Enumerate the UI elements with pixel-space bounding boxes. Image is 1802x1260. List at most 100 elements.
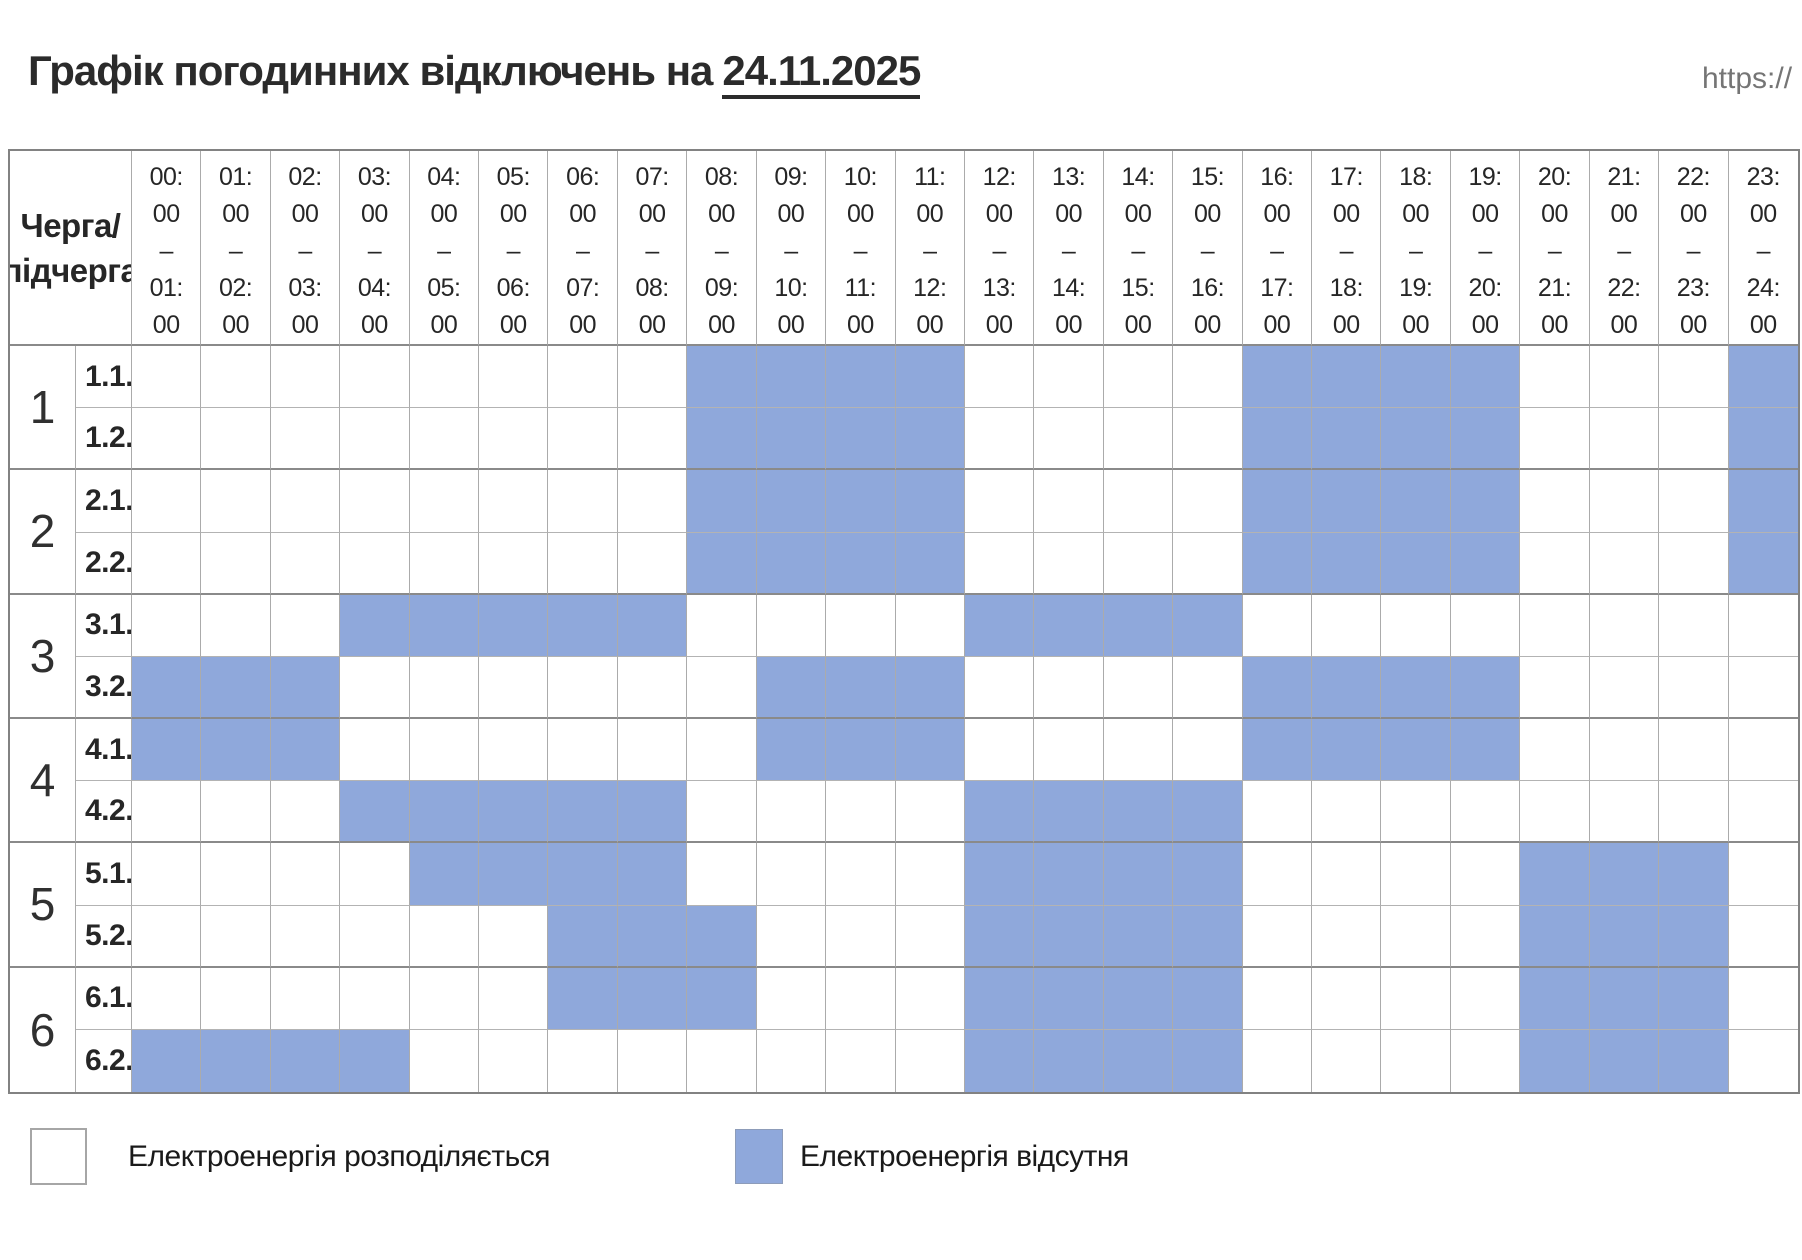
- schedule-cell: [270, 905, 341, 968]
- schedule-cell: [1520, 594, 1590, 657]
- schedule-cell: [1659, 532, 1729, 595]
- schedule-cell: [964, 532, 1035, 595]
- schedule-cell: [826, 532, 896, 595]
- queue-number-cell: 2: [10, 470, 76, 595]
- schedule-cell: [1520, 346, 1590, 409]
- schedule-cell: [617, 781, 688, 844]
- schedule-cell: [410, 1029, 480, 1092]
- schedule-cell: [270, 594, 341, 657]
- schedule-cell: [340, 719, 410, 782]
- schedule-cell: [1450, 781, 1521, 844]
- schedule-cell: [1312, 656, 1382, 719]
- schedule-cell: [1659, 408, 1729, 471]
- schedule-cell: [132, 905, 202, 968]
- url-text: https://: [1702, 62, 1793, 95]
- schedule-cell: [1728, 595, 1798, 657]
- schedule-cell: [617, 905, 688, 968]
- schedule-cell: [687, 719, 757, 782]
- schedule-cell: [1034, 781, 1104, 844]
- schedule-cell: [826, 594, 896, 657]
- schedule-cell: [1450, 470, 1521, 533]
- schedule-cell: [1450, 905, 1521, 968]
- schedule-cell: [1450, 594, 1521, 657]
- schedule-cell: [687, 905, 757, 968]
- schedule-cell: [479, 408, 549, 471]
- subqueue-label: 6.1.: [85, 981, 132, 1015]
- schedule-cell: [132, 719, 202, 782]
- schedule-cell: [964, 470, 1035, 533]
- subqueue-label: 5.2.: [85, 918, 132, 952]
- schedule-cell: [132, 781, 202, 844]
- title-text: Графік погодинних відключень на: [28, 47, 713, 94]
- hour-header: 02: 00–03: 00: [270, 151, 341, 346]
- schedule-cell: [1589, 719, 1660, 782]
- schedule-cell: [1659, 594, 1729, 657]
- schedule-cell: [1589, 1029, 1660, 1092]
- schedule-cell: [1381, 781, 1451, 844]
- schedule-cell: [964, 781, 1035, 844]
- schedule-cell: [1243, 1029, 1313, 1092]
- schedule-cell: [1520, 1029, 1590, 1092]
- hour-header: 14: 00–15: 00: [1103, 151, 1174, 346]
- schedule-cell: [340, 843, 410, 906]
- schedule-cell: [270, 719, 341, 782]
- subqueue-label: 1.2.: [85, 421, 132, 455]
- schedule-cell: [1659, 346, 1729, 409]
- queue-number: 4: [29, 754, 56, 807]
- schedule-cell: [479, 905, 549, 968]
- schedule-cell: [687, 346, 757, 409]
- schedule-cell: [1659, 1029, 1729, 1092]
- schedule-cell: [409, 843, 480, 906]
- schedule-cell: [1312, 1029, 1382, 1092]
- schedule-cell: [756, 408, 827, 471]
- schedule-cell: [1242, 905, 1313, 968]
- schedule-cell: [340, 408, 410, 471]
- hour-header: 22: 00–23: 00: [1659, 151, 1729, 346]
- subqueue-label: 1.1.: [85, 359, 132, 393]
- subqueue-label: 6.2.: [85, 1043, 132, 1077]
- hour-header: 00: 00–01: 00: [132, 151, 202, 346]
- schedule-cell: [1312, 843, 1382, 906]
- schedule-cell: [756, 905, 827, 968]
- schedule-cell: [132, 594, 202, 657]
- schedule-cell: [1034, 346, 1104, 409]
- schedule-cell: [1659, 719, 1729, 782]
- hour-header: 04: 00–05: 00: [409, 151, 480, 346]
- hour-header: 03: 00–04: 00: [340, 151, 410, 346]
- schedule-cell: [340, 967, 410, 1030]
- schedule-cell: [340, 905, 410, 968]
- schedule-cell: [479, 719, 549, 782]
- schedule-cell: [1728, 968, 1798, 1030]
- schedule-cell: [132, 408, 202, 471]
- schedule-cell: [548, 470, 618, 533]
- schedule-cell: [1381, 656, 1451, 719]
- schedule-cell: [479, 967, 549, 1030]
- schedule-cell: [132, 656, 202, 719]
- schedule-cell: [1034, 967, 1104, 1030]
- schedule-cell: [1242, 470, 1313, 533]
- schedule-cell: [826, 346, 896, 409]
- queue-number: 3: [29, 629, 56, 682]
- schedule-cell: [1103, 594, 1174, 657]
- schedule-cell: [1034, 843, 1104, 906]
- schedule-cell: [409, 719, 480, 782]
- schedule-cell: [548, 594, 618, 657]
- legend-label-outage: Електроенергія відсутня: [800, 1139, 1129, 1173]
- schedule-cell: [826, 967, 896, 1030]
- schedule-cell: [687, 408, 757, 471]
- schedule-cell: [1589, 905, 1660, 968]
- schedule-cell: [1729, 1030, 1798, 1092]
- schedule-cell: [1173, 656, 1243, 719]
- schedule-cell: [201, 967, 271, 1030]
- schedule-cell: [1381, 967, 1451, 1030]
- schedule-cell: [895, 346, 965, 409]
- schedule-cell: [479, 1029, 549, 1092]
- schedule-cell: [1173, 781, 1243, 844]
- subqueue-label-cell: 6.2.: [76, 1029, 132, 1092]
- schedule-cell: [340, 1029, 410, 1092]
- schedule-cell: [1659, 781, 1729, 844]
- schedule-cell: [964, 656, 1035, 719]
- schedule-cell: [895, 719, 965, 782]
- schedule-cell: [1381, 346, 1451, 409]
- schedule-cell: [270, 532, 341, 595]
